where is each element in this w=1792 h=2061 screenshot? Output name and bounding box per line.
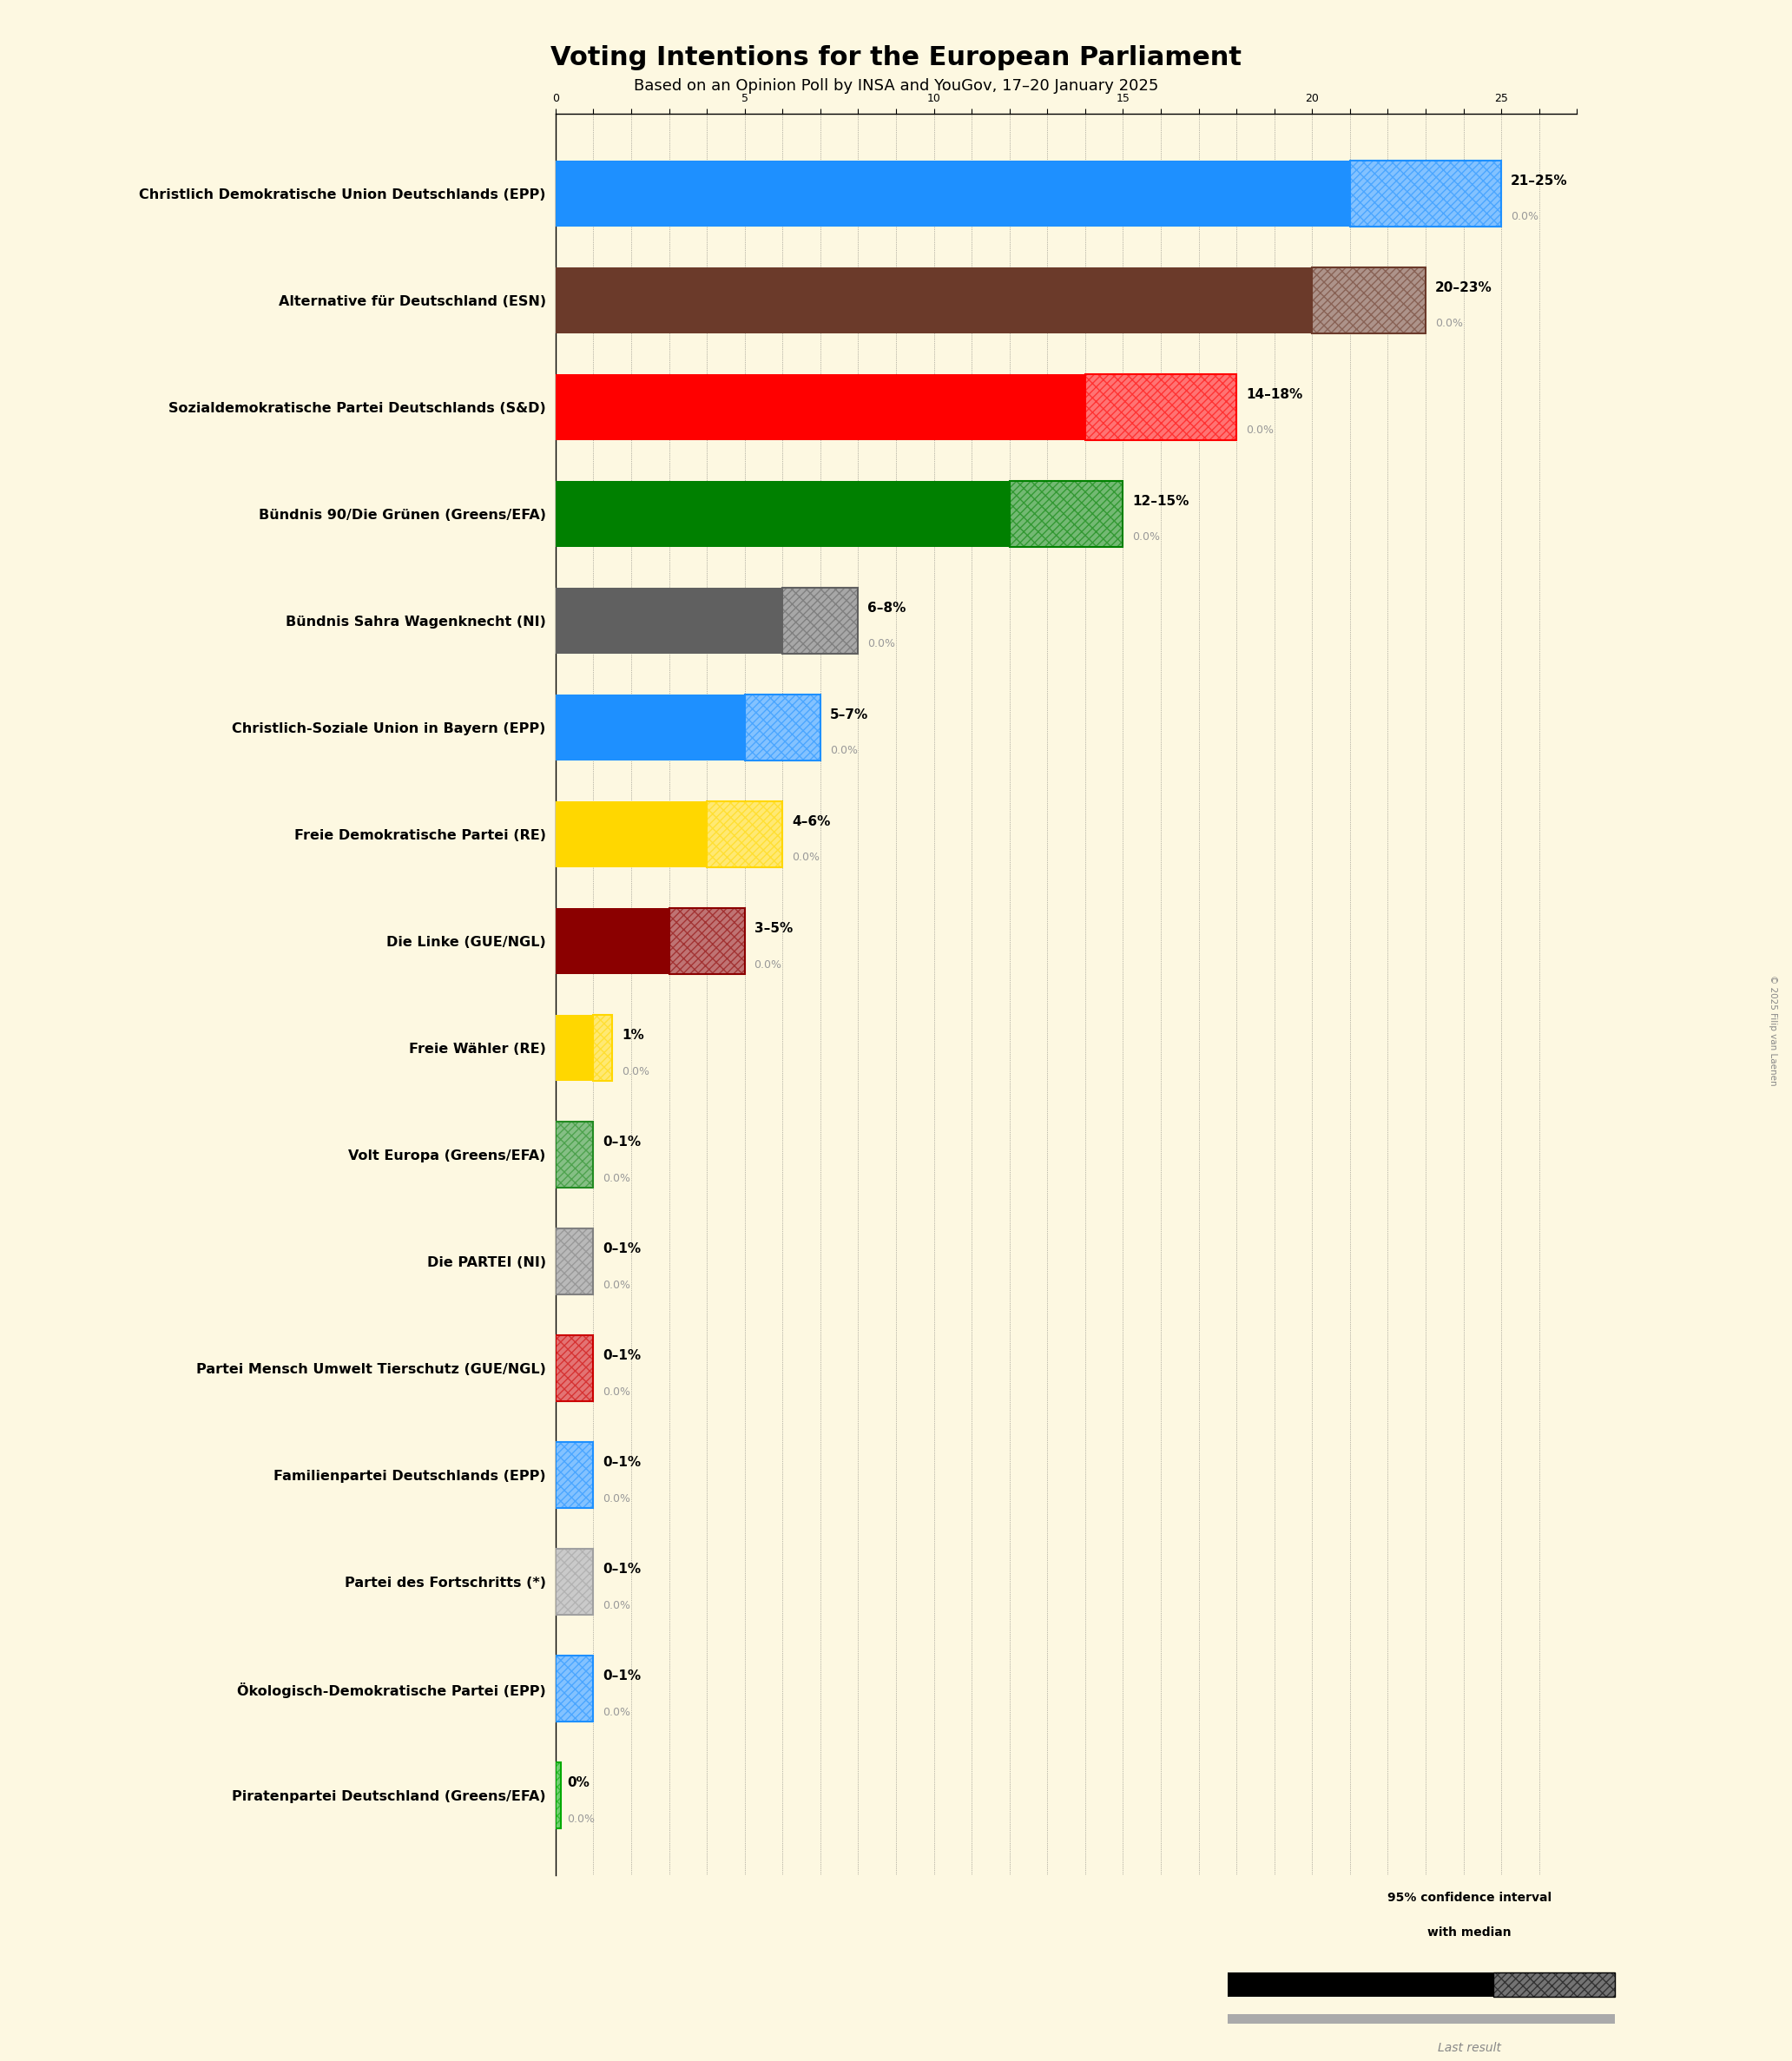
- Text: 0.0%: 0.0%: [602, 1280, 631, 1290]
- Text: 0–1%: 0–1%: [602, 1669, 642, 1682]
- Bar: [668, 909, 745, 975]
- Text: 0.0%: 0.0%: [602, 1599, 631, 1612]
- Bar: [556, 1336, 593, 1401]
- Bar: [556, 695, 745, 761]
- Text: 5–7%: 5–7%: [830, 709, 867, 721]
- Text: 0.0%: 0.0%: [1511, 212, 1539, 223]
- Bar: [1228, 1972, 1495, 1997]
- Bar: [556, 802, 706, 868]
- Bar: [556, 1548, 593, 1616]
- Bar: [783, 587, 858, 653]
- Bar: [593, 1014, 613, 1080]
- Text: © 2025 Filip van Laenen: © 2025 Filip van Laenen: [1769, 975, 1778, 1086]
- Text: 0.0%: 0.0%: [602, 1387, 631, 1397]
- Bar: [556, 480, 1009, 546]
- Text: 0.0%: 0.0%: [602, 1707, 631, 1717]
- Bar: [556, 1655, 593, 1721]
- Bar: [556, 587, 783, 653]
- Text: 21–25%: 21–25%: [1511, 173, 1568, 188]
- Bar: [1228, 2014, 1615, 2024]
- Text: 0.0%: 0.0%: [566, 1814, 595, 1824]
- Bar: [556, 909, 668, 975]
- Text: 12–15%: 12–15%: [1133, 495, 1190, 507]
- Bar: [706, 802, 783, 868]
- Bar: [556, 1443, 593, 1509]
- Text: 0–1%: 0–1%: [602, 1136, 642, 1148]
- Bar: [1312, 268, 1426, 334]
- Text: Voting Intentions for the European Parliament: Voting Intentions for the European Parli…: [550, 45, 1242, 70]
- Bar: [556, 268, 1312, 334]
- Text: 0.0%: 0.0%: [1245, 425, 1274, 437]
- Bar: [556, 1336, 593, 1401]
- Text: 0.0%: 0.0%: [1133, 532, 1159, 542]
- Text: 6–8%: 6–8%: [867, 602, 907, 614]
- Bar: [1349, 161, 1502, 227]
- Text: Based on an Opinion Poll by INSA and YouGov, 17–20 January 2025: Based on an Opinion Poll by INSA and You…: [634, 78, 1158, 95]
- Bar: [783, 587, 858, 653]
- Bar: [1312, 268, 1426, 334]
- Bar: [556, 1228, 593, 1294]
- Text: 20–23%: 20–23%: [1435, 280, 1493, 295]
- Text: 3–5%: 3–5%: [754, 921, 792, 936]
- Text: 0.0%: 0.0%: [830, 746, 858, 756]
- Bar: [1086, 373, 1236, 441]
- Bar: [556, 1762, 561, 1828]
- Bar: [556, 1443, 593, 1509]
- Bar: [556, 1014, 593, 1080]
- Bar: [1495, 1972, 1615, 1997]
- Text: 0.0%: 0.0%: [867, 639, 896, 649]
- Bar: [556, 1228, 593, 1294]
- Bar: [1495, 1972, 1615, 1997]
- Bar: [668, 909, 745, 975]
- Bar: [556, 1548, 593, 1616]
- Bar: [745, 695, 821, 761]
- Bar: [593, 1014, 613, 1080]
- Text: with median: with median: [1428, 1927, 1511, 1939]
- Bar: [556, 161, 1349, 227]
- Bar: [556, 1762, 561, 1828]
- Text: 0–1%: 0–1%: [602, 1455, 642, 1469]
- Text: Last result: Last result: [1437, 2042, 1502, 2055]
- Text: 1%: 1%: [622, 1028, 643, 1041]
- Text: 0.0%: 0.0%: [792, 851, 819, 864]
- Text: 95% confidence interval: 95% confidence interval: [1387, 1892, 1552, 1904]
- Text: 0.0%: 0.0%: [754, 958, 781, 971]
- Text: 0–1%: 0–1%: [602, 1562, 642, 1575]
- Text: 0–1%: 0–1%: [602, 1243, 642, 1255]
- Bar: [556, 1121, 593, 1187]
- Bar: [556, 1655, 593, 1721]
- Bar: [556, 1121, 593, 1187]
- Bar: [745, 695, 821, 761]
- Bar: [1009, 480, 1124, 546]
- Text: 0.0%: 0.0%: [602, 1173, 631, 1183]
- Text: 4–6%: 4–6%: [792, 814, 830, 829]
- Text: 0.0%: 0.0%: [1435, 317, 1462, 330]
- Bar: [1349, 161, 1502, 227]
- Text: 14–18%: 14–18%: [1245, 387, 1303, 400]
- Text: 0–1%: 0–1%: [602, 1348, 642, 1362]
- Bar: [556, 373, 1086, 441]
- Bar: [1086, 373, 1236, 441]
- Bar: [1009, 480, 1124, 546]
- Text: 0.0%: 0.0%: [622, 1066, 649, 1078]
- Bar: [706, 802, 783, 868]
- Text: 0.0%: 0.0%: [602, 1492, 631, 1505]
- Text: 0%: 0%: [566, 1777, 590, 1789]
